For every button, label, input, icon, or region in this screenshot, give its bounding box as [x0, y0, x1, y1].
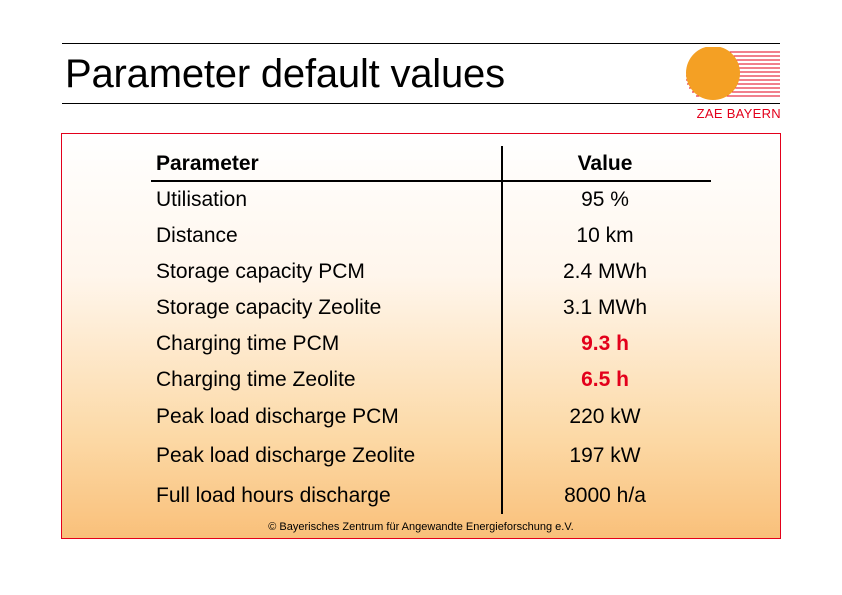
value-cell: 2.4 MWh	[562, 260, 648, 283]
zae-sun-logo-icon	[686, 47, 780, 100]
table-row: Charging time Zeolite 6.5 h	[62, 365, 780, 395]
highlighted-value-cell: 9.3 h	[581, 332, 629, 355]
table-row: Peak load discharge PCM 220 kW	[62, 402, 780, 432]
value-cell: 10 km	[576, 224, 634, 247]
parameter-cell: Peak load discharge PCM	[156, 405, 399, 428]
table-row: Storage capacity PCM 2.4 MWh	[62, 257, 780, 287]
title-bottom-rule	[62, 103, 780, 104]
logo-text: ZAE BAYERN	[696, 106, 781, 121]
highlighted-value-cell: 6.5 h	[581, 368, 629, 391]
parameter-cell: Full load hours discharge	[156, 484, 391, 507]
header-parameter: Parameter	[156, 152, 259, 175]
page-title: Parameter default values	[65, 52, 505, 96]
parameter-cell: Storage capacity Zeolite	[156, 296, 382, 319]
table-row: Charging time PCM 9.3 h	[62, 329, 780, 359]
value-cell: 95 %	[581, 188, 629, 211]
parameter-cell: Distance	[156, 224, 238, 247]
parameter-cell: Charging time PCM	[156, 332, 340, 355]
value-cell: 197 kW	[569, 444, 641, 467]
copyright-notice: © Bayerisches Zentrum für Angewandte Ene…	[268, 521, 574, 533]
parameter-cell: Peak load discharge Zeolite	[156, 444, 416, 467]
parameter-cell: Charging time Zeolite	[156, 368, 356, 391]
table-header-row: Parameter Value	[62, 149, 780, 179]
value-cell: 3.1 MWh	[562, 296, 648, 319]
column-divider	[501, 146, 503, 514]
table-row: Distance 10 km	[62, 221, 780, 251]
table-row: Utilisation 95 %	[62, 185, 780, 215]
table-row: Full load hours discharge 8000 h/a	[62, 481, 780, 511]
value-cell: 8000 h/a	[564, 484, 646, 507]
parameter-table-panel: Parameter Value Utilisation 95 % Distanc…	[61, 133, 781, 539]
parameter-cell: Storage capacity PCM	[156, 260, 365, 283]
header-value: Value	[577, 152, 633, 175]
title-top-rule	[62, 43, 780, 44]
header-underline	[151, 180, 711, 182]
table-row: Peak load discharge Zeolite 197 kW	[62, 441, 780, 471]
value-cell: 220 kW	[569, 405, 641, 428]
parameter-cell: Utilisation	[156, 188, 248, 211]
table-row: Storage capacity Zeolite 3.1 MWh	[62, 293, 780, 323]
